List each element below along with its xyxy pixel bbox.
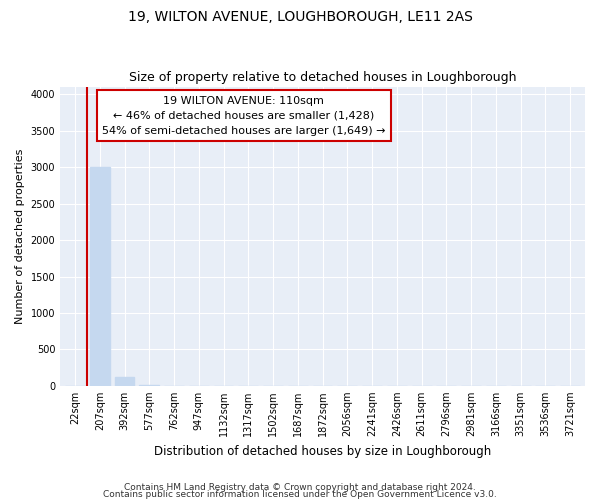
Text: Contains HM Land Registry data © Crown copyright and database right 2024.: Contains HM Land Registry data © Crown c… (124, 484, 476, 492)
Text: 19 WILTON AVENUE: 110sqm
← 46% of detached houses are smaller (1,428)
54% of sem: 19 WILTON AVENUE: 110sqm ← 46% of detach… (102, 96, 386, 136)
Bar (90, 167, 110, 386)
Y-axis label: Number of detached properties: Number of detached properties (15, 148, 25, 324)
Text: Contains public sector information licensed under the Open Government Licence v3: Contains public sector information licen… (103, 490, 497, 499)
Text: 19, WILTON AVENUE, LOUGHBOROUGH, LE11 2AS: 19, WILTON AVENUE, LOUGHBOROUGH, LE11 2A… (128, 10, 472, 24)
X-axis label: Distribution of detached houses by size in Loughborough: Distribution of detached houses by size … (154, 444, 491, 458)
Bar (115, 377, 134, 386)
Title: Size of property relative to detached houses in Loughborough: Size of property relative to detached ho… (129, 72, 517, 85)
